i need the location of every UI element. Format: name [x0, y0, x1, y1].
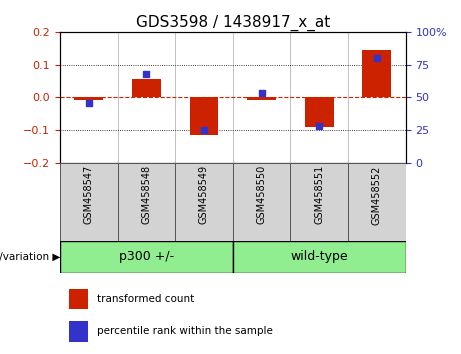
Text: GSM458552: GSM458552: [372, 165, 382, 224]
Bar: [247, 97, 276, 100]
Point: [85, 100, 92, 105]
Text: transformed count: transformed count: [97, 293, 194, 304]
Text: p300 +/-: p300 +/-: [119, 250, 174, 263]
Text: GSM458550: GSM458550: [257, 165, 266, 224]
Bar: [290, 163, 348, 241]
Point: [373, 55, 381, 61]
Bar: [189, 97, 219, 135]
Bar: [60, 163, 118, 241]
Bar: [69, 321, 88, 342]
Point: [142, 71, 150, 76]
Point: [315, 123, 323, 129]
Bar: [118, 163, 175, 241]
Bar: [175, 163, 233, 241]
Text: GSM458551: GSM458551: [314, 165, 324, 224]
Bar: [132, 79, 161, 97]
Bar: [233, 163, 290, 241]
Bar: [233, 241, 406, 273]
Point: [200, 127, 207, 133]
Bar: [305, 97, 334, 127]
Text: genotype/variation ▶: genotype/variation ▶: [0, 252, 60, 262]
Text: GSM458548: GSM458548: [142, 165, 151, 224]
Text: wild-type: wild-type: [290, 250, 348, 263]
Text: percentile rank within the sample: percentile rank within the sample: [97, 326, 273, 336]
Point: [258, 91, 266, 96]
Bar: [362, 50, 391, 97]
Bar: [60, 241, 233, 273]
Text: GSM458547: GSM458547: [84, 165, 94, 224]
Title: GDS3598 / 1438917_x_at: GDS3598 / 1438917_x_at: [136, 14, 330, 30]
Bar: [348, 163, 406, 241]
Text: GSM458549: GSM458549: [199, 165, 209, 224]
Bar: [74, 97, 103, 100]
Bar: [69, 289, 88, 309]
